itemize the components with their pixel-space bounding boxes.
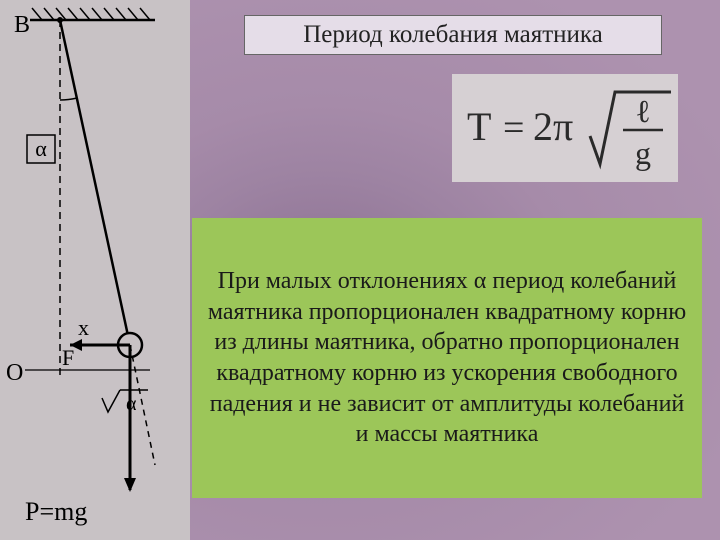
pendulum-diagram: α B x O F α P=mg: [0, 0, 190, 540]
body-text: При малых отклонениях α период колебаний…: [202, 266, 692, 450]
sqrt-alpha-label: α: [126, 393, 137, 415]
formula-eq: =: [503, 107, 524, 149]
point-b-label: B: [14, 12, 30, 38]
formula-den: g: [635, 135, 651, 171]
body-box: При малых отклонениях α период колебаний…: [192, 218, 702, 498]
formula-svg: T = 2π ℓ g: [455, 78, 675, 178]
weight-label: P=mg: [25, 497, 87, 526]
title-box: Период колебания маятника: [244, 15, 662, 55]
formula-num: ℓ: [635, 93, 650, 129]
formula-lhs: T: [467, 104, 491, 149]
title-text: Период колебания маятника: [303, 21, 603, 49]
formula-coeff: 2π: [533, 104, 573, 149]
force-f-label: F: [62, 345, 74, 370]
alpha-label: α: [35, 136, 47, 161]
pendulum-svg: α B x O F α P=mg: [0, 0, 190, 540]
formula-box: T = 2π ℓ g: [452, 74, 678, 182]
point-o-label: O: [6, 360, 23, 386]
x-label: x: [78, 315, 89, 340]
